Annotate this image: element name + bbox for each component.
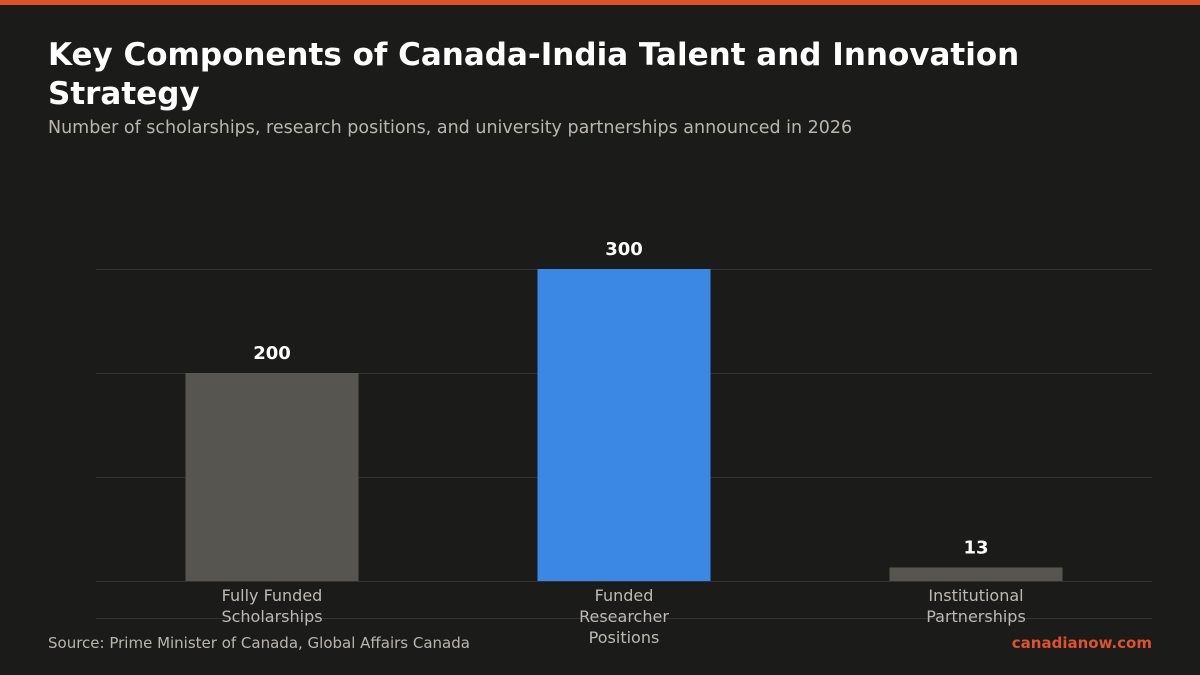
accent-bar [0,0,1200,5]
source-note: Source: Prime Minister of Canada, Global… [48,634,470,652]
page-subtitle: Number of scholarships, research positio… [48,118,853,138]
value-label-2: 13 [963,537,988,558]
bar-1 [537,269,711,581]
value-label-0: 200 [253,343,291,364]
category-label-1-line-1: Researcher [579,607,669,626]
category-label-1-line-2: Positions [589,628,660,647]
bar-2 [889,567,1063,581]
page-title: Key Components of Canada-India Talent an… [48,37,1020,112]
category-label-0-line-1: Scholarships [221,607,322,626]
value-label-1: 300 [605,239,643,260]
category-label-2-line-1: Partnerships [926,607,1026,626]
category-label-2-line-0: Institutional [928,586,1023,605]
brand-link[interactable]: canadianow.com [1011,634,1152,652]
category-label-0-line-0: Fully Funded [222,586,323,605]
category-label-1-line-0: Funded [595,586,654,605]
bar-0 [185,373,359,581]
